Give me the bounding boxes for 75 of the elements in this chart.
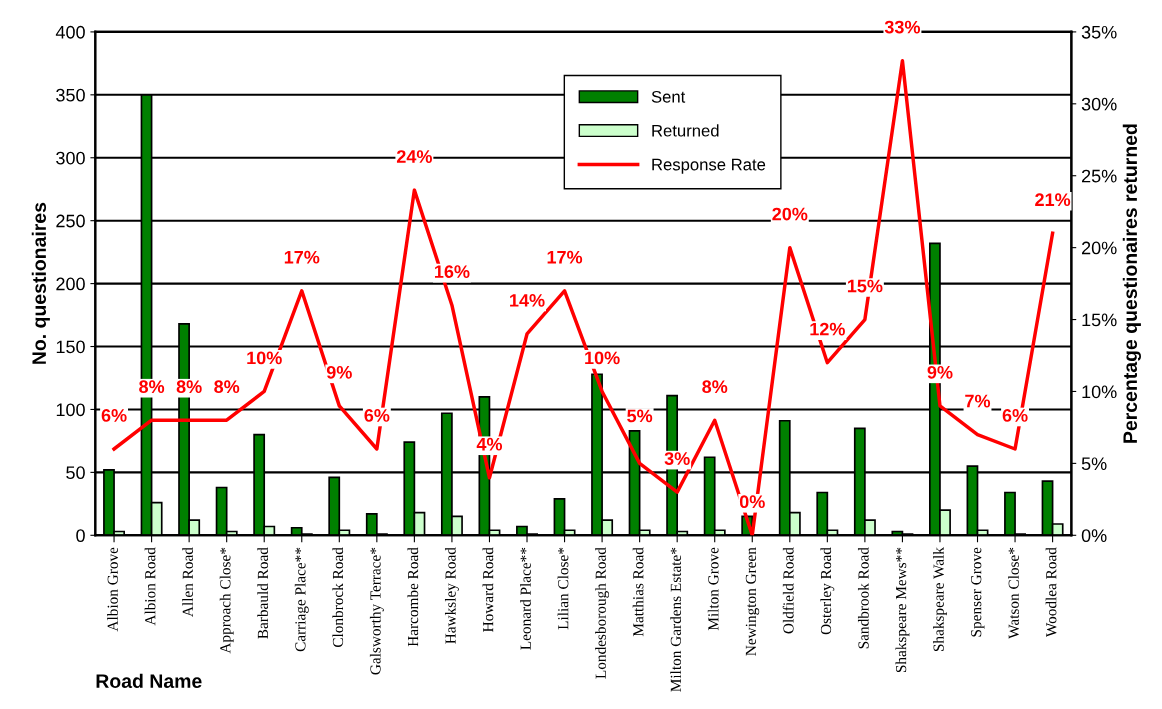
data-label: 0% <box>739 495 765 509</box>
x-tick-label: Harcombe Road <box>407 547 419 647</box>
y2-tick-label: 0% <box>1081 529 1107 543</box>
data-label: 8% <box>176 380 202 394</box>
data-label: 9% <box>326 365 352 379</box>
data-label: 6% <box>364 409 390 422</box>
data-label: 6% <box>1002 409 1028 422</box>
x-tick-label: Woodlea Road <box>1045 547 1057 638</box>
x-tick-label: Oldfield Road <box>782 547 794 634</box>
data-label: 8% <box>214 380 240 394</box>
x-tick-label: Allen Road <box>182 547 193 617</box>
data-label: 12% <box>810 322 845 336</box>
data-label: 8% <box>139 380 165 394</box>
y-tick-label: 250 <box>56 214 85 228</box>
data-label: 14% <box>510 294 545 307</box>
y2-tick-label: 30% <box>1081 97 1117 111</box>
x-tick-label: Milton Gardens Estate* <box>670 547 681 692</box>
y-axis-title: No. questionaires <box>31 202 50 364</box>
x-axis-title: Road Name <box>96 673 202 689</box>
data-label: 24% <box>396 150 432 163</box>
data-label: 6% <box>101 409 127 422</box>
legend-label: Returned <box>652 124 719 137</box>
x-tick-label: Lilian Close* <box>557 547 569 630</box>
data-label: 10% <box>247 351 282 365</box>
y2-tick-label: 10% <box>1082 385 1117 399</box>
x-tick-label: Milton Grove <box>707 547 719 631</box>
data-label: 7% <box>965 394 991 408</box>
x-tick-label: Hawksley Road <box>444 547 459 644</box>
x-tick-label: Approach Close* <box>219 547 234 654</box>
legend-label: Sent <box>651 90 686 103</box>
x-tick-label: Clonbrock Road <box>332 547 344 648</box>
x-tick-label: Newington Green <box>745 547 760 656</box>
x-tick-label: Spenser Grove <box>971 547 985 637</box>
x-tick-label: Shakspeare Walk <box>933 547 947 652</box>
x-tick-label: Howard Road <box>482 547 494 632</box>
y-tick-label: 300 <box>56 151 85 165</box>
y2-tick-label: 25% <box>1081 169 1117 183</box>
x-tick-label: Leonard Place** <box>520 547 531 650</box>
y2-tick-label: 35% <box>1081 25 1117 39</box>
data-label: 21% <box>1035 193 1071 207</box>
data-label: 33% <box>884 20 921 34</box>
data-label: 5% <box>627 409 653 423</box>
data-label: 4% <box>476 437 503 451</box>
y-tick-label: 50 <box>66 466 85 480</box>
data-label: 16% <box>435 265 470 278</box>
y-tick-label: 0 <box>76 529 85 543</box>
x-tick-label: Watson Close* <box>1008 547 1019 639</box>
data-label: 8% <box>702 380 728 394</box>
y2-tick-label: 5% <box>1081 457 1107 471</box>
x-tick-label: Galsworthy Terrace* <box>369 547 384 675</box>
x-tick-label: Albion Grove <box>107 547 118 632</box>
x-tick-label: Sandbrook Road <box>857 547 869 649</box>
data-label: 17% <box>284 250 320 264</box>
x-tick-label: Barbauld Road <box>257 547 269 639</box>
data-label: 3% <box>664 452 690 465</box>
y2-tick-label: 15% <box>1082 313 1117 327</box>
data-label: 15% <box>847 279 883 293</box>
x-tick-label: Matthias Road <box>632 547 644 637</box>
y-tick-label: 200 <box>56 277 85 291</box>
x-tick-label: Shakspeare Mews** <box>895 547 910 673</box>
data-label: 10% <box>585 351 620 365</box>
x-tick-label: Albion Road <box>144 547 156 626</box>
data-label: 20% <box>772 207 808 221</box>
y-tick-label: 150 <box>56 340 85 354</box>
data-label: 9% <box>927 365 953 379</box>
data-label: 17% <box>547 250 583 264</box>
x-tick-label: Carriage Place** <box>294 547 309 652</box>
x-tick-label: Osterley Road <box>820 547 835 635</box>
y2-tick-label: 20% <box>1081 241 1117 255</box>
y-tick-label: 100 <box>56 403 85 417</box>
y2-axis-title: Percentage questionaires returned <box>1122 124 1141 443</box>
y-tick-label: 350 <box>56 88 85 102</box>
legend-label: Response Rate <box>652 158 766 174</box>
y-tick-label: 400 <box>55 25 85 39</box>
x-tick-label: Londesborough Road <box>595 547 610 679</box>
